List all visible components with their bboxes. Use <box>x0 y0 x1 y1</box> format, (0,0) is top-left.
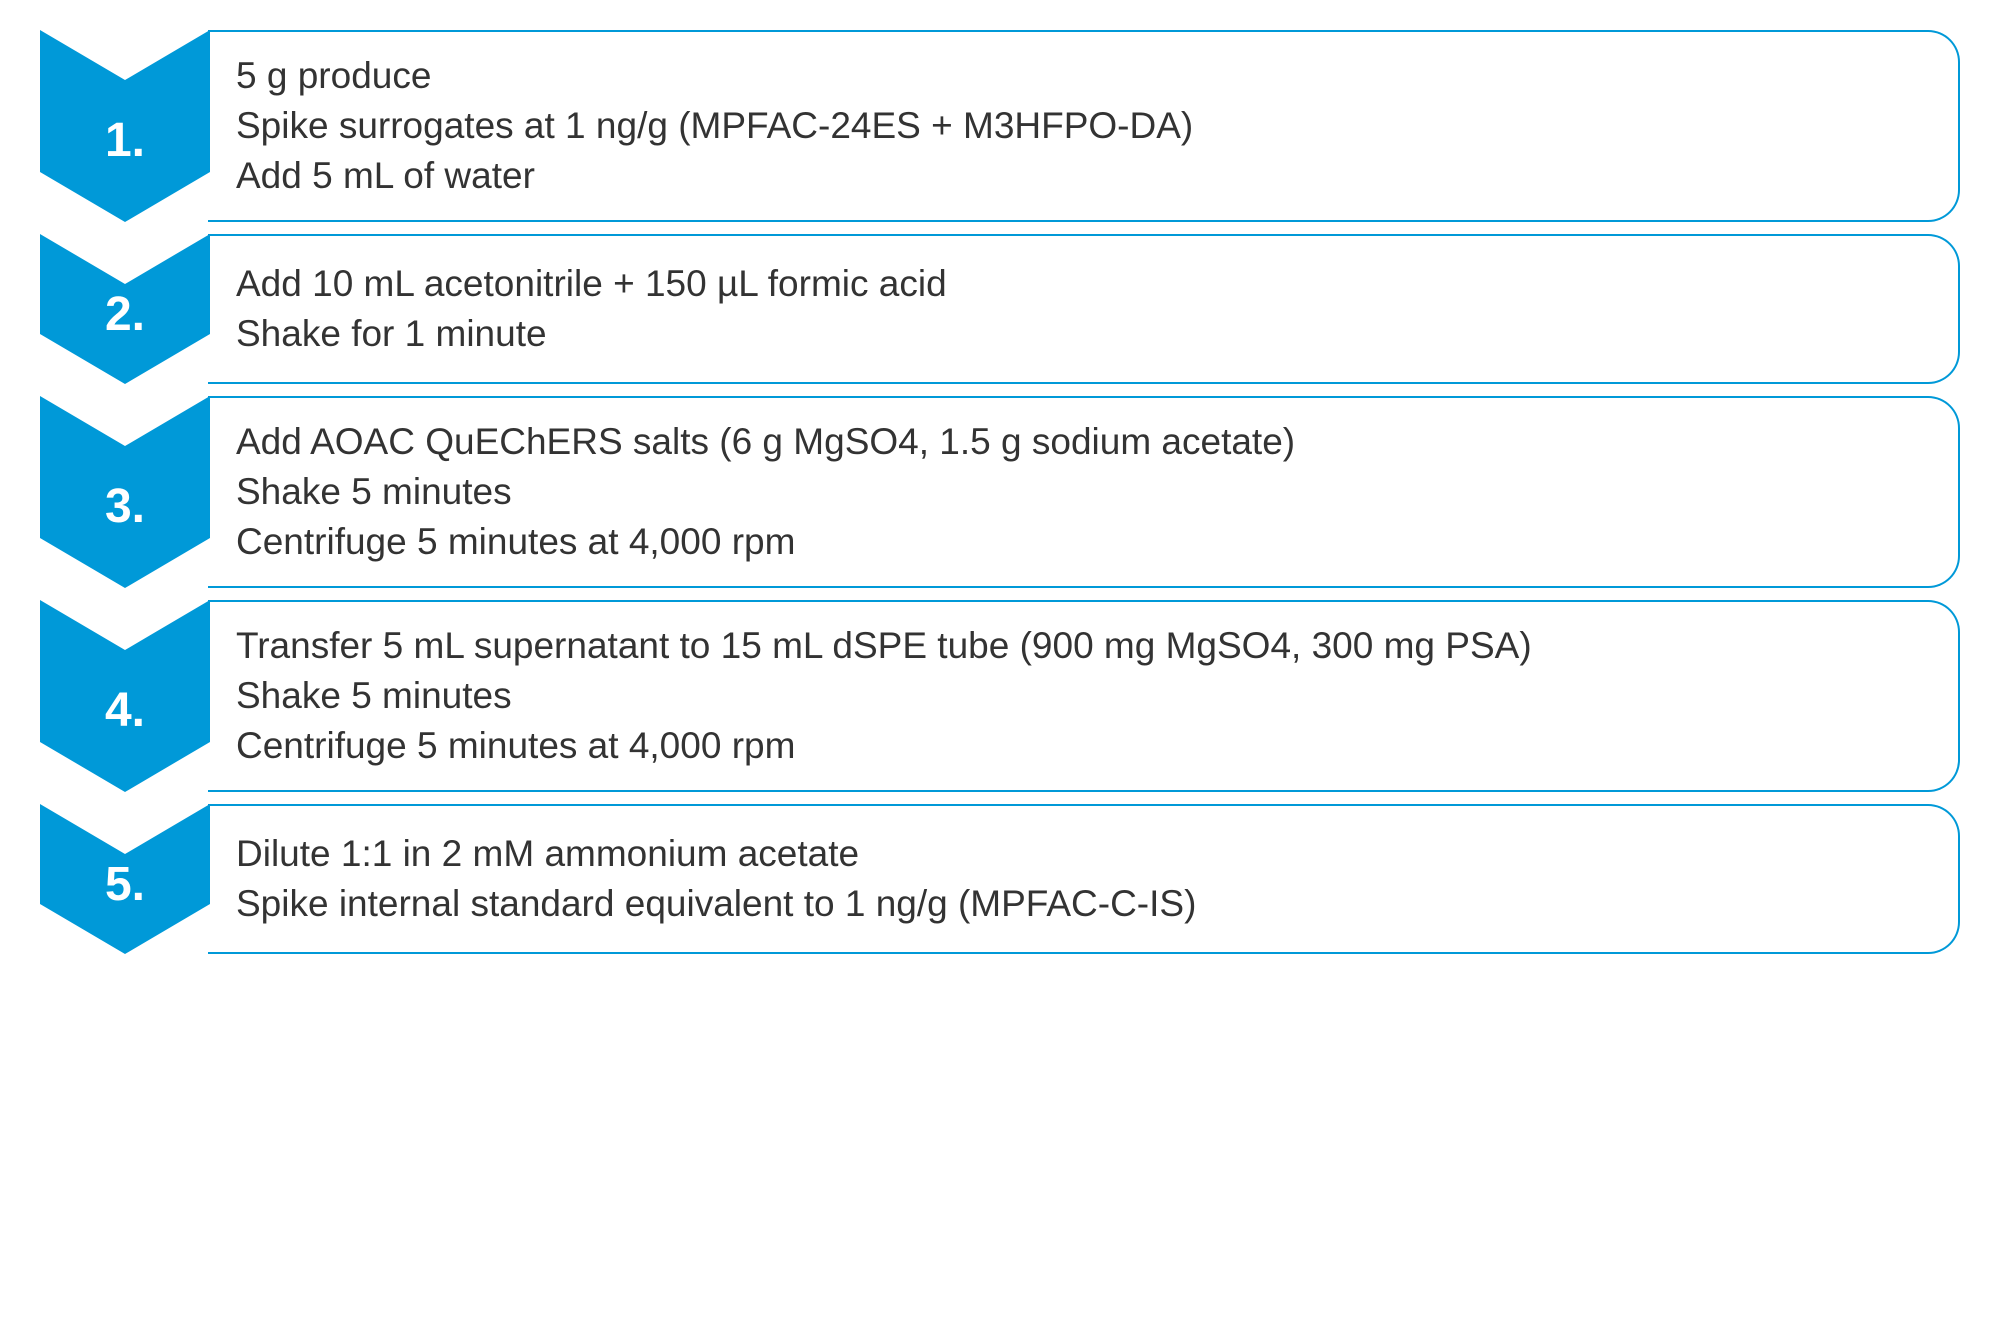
step-text-line: Spike internal standard equivalent to 1 … <box>236 879 1928 929</box>
step-chevron: 4. <box>40 600 210 792</box>
process-flowchart: 1. 5 g produceSpike surrogates at 1 ng/g … <box>40 30 1960 954</box>
step-5: 5. Dilute 1:1 in 2 mM ammonium acetateSpi… <box>40 804 1960 954</box>
step-chevron: 5. <box>40 804 210 954</box>
step-text-line: Add AOAC QuEChERS salts (6 g MgSO4, 1.5 … <box>236 417 1928 467</box>
step-text-line: Add 10 mL acetonitrile + 150 µL formic a… <box>236 259 1928 309</box>
step-text-line: Centrifuge 5 minutes at 4,000 rpm <box>236 517 1928 567</box>
step-number: 4. <box>105 683 145 738</box>
step-2: 2. Add 10 mL acetonitrile + 150 µL formic… <box>40 234 1960 384</box>
step-number: 1. <box>105 113 145 168</box>
step-text-line: Shake 5 minutes <box>236 671 1928 721</box>
step-content: Add AOAC QuEChERS salts (6 g MgSO4, 1.5 … <box>208 396 1960 588</box>
step-text-line: Centrifuge 5 minutes at 4,000 rpm <box>236 721 1928 771</box>
step-text-line: Add 5 mL of water <box>236 151 1928 201</box>
step-number: 2. <box>105 287 145 342</box>
step-content: Add 10 mL acetonitrile + 150 µL formic a… <box>208 234 1960 384</box>
step-text-line: Dilute 1:1 in 2 mM ammonium acetate <box>236 829 1928 879</box>
step-number: 3. <box>105 479 145 534</box>
step-text-line: 5 g produce <box>236 51 1928 101</box>
step-3: 3. Add AOAC QuEChERS salts (6 g MgSO4, 1.… <box>40 396 1960 588</box>
step-content: Dilute 1:1 in 2 mM ammonium acetateSpike… <box>208 804 1960 954</box>
step-content: Transfer 5 mL supernatant to 15 mL dSPE … <box>208 600 1960 792</box>
step-text-line: Shake for 1 minute <box>236 309 1928 359</box>
step-chevron: 3. <box>40 396 210 588</box>
step-text-line: Shake 5 minutes <box>236 467 1928 517</box>
step-chevron: 2. <box>40 234 210 384</box>
step-content: 5 g produceSpike surrogates at 1 ng/g (M… <box>208 30 1960 222</box>
step-text-line: Spike surrogates at 1 ng/g (MPFAC-24ES +… <box>236 101 1928 151</box>
step-1: 1. 5 g produceSpike surrogates at 1 ng/g … <box>40 30 1960 222</box>
step-4: 4. Transfer 5 mL supernatant to 15 mL dSP… <box>40 600 1960 792</box>
step-chevron: 1. <box>40 30 210 222</box>
step-text-line: Transfer 5 mL supernatant to 15 mL dSPE … <box>236 621 1928 671</box>
step-number: 5. <box>105 857 145 912</box>
